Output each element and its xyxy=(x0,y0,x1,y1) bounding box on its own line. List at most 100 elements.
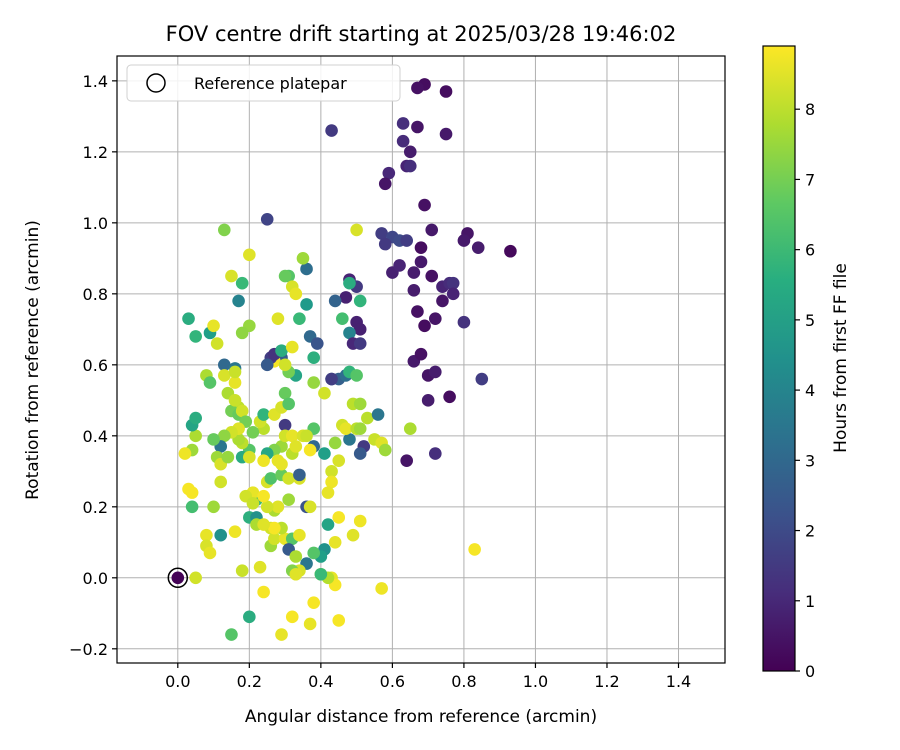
data-point xyxy=(189,411,202,425)
chart-title: FOV centre drift starting at 2025/03/28 … xyxy=(166,22,677,46)
x-axis: 0.0 0.2 0.4 0.6 0.8 1.0 1.2 1.4 xyxy=(165,663,691,691)
data-point xyxy=(207,319,220,333)
plot-frame xyxy=(116,55,726,664)
data-point xyxy=(282,472,295,485)
data-point xyxy=(339,422,353,436)
data-point xyxy=(339,291,353,304)
data-point xyxy=(200,528,213,542)
colorbar-tick-label: 3 xyxy=(805,451,815,470)
data-point xyxy=(396,117,410,130)
y-tick-label: 0.2 xyxy=(83,498,108,517)
data-point xyxy=(336,312,349,325)
data-point xyxy=(353,514,367,528)
data-point xyxy=(411,81,424,95)
data-point xyxy=(361,411,374,425)
data-point xyxy=(221,450,235,464)
data-point xyxy=(307,376,321,389)
data-point xyxy=(307,546,321,560)
data-point xyxy=(285,610,299,624)
data-point xyxy=(278,386,292,400)
data-point xyxy=(318,386,331,400)
colorbar-tick-label: 6 xyxy=(805,241,815,260)
data-point xyxy=(310,337,324,350)
data-point xyxy=(429,447,442,460)
data-point xyxy=(328,536,342,549)
data-point xyxy=(257,518,270,531)
data-point xyxy=(246,496,260,510)
data-point xyxy=(343,326,356,340)
data-point xyxy=(303,443,317,457)
data-point xyxy=(228,365,242,379)
data-point xyxy=(228,394,242,407)
y-tick-label: 0.0 xyxy=(83,569,108,588)
data-point xyxy=(457,234,471,247)
data-point xyxy=(378,443,392,457)
data-point xyxy=(278,269,292,283)
data-point xyxy=(475,372,489,386)
data-point xyxy=(235,326,249,340)
data-point xyxy=(217,223,231,237)
data-point xyxy=(375,582,388,595)
colorbar-tick-label: 5 xyxy=(805,311,815,330)
data-point xyxy=(371,408,385,421)
data-point xyxy=(225,628,238,641)
colorbar-gradient xyxy=(762,45,796,672)
x-tick-label: 0.8 xyxy=(451,672,476,691)
data-point xyxy=(407,266,421,279)
data-point xyxy=(353,294,367,308)
data-point xyxy=(446,276,460,290)
data-point xyxy=(285,340,299,354)
data-point xyxy=(504,244,517,258)
data-point xyxy=(217,358,231,372)
x-tick-label: 0.4 xyxy=(308,672,333,691)
data-point xyxy=(253,560,267,574)
data-point xyxy=(414,241,428,254)
data-point xyxy=(225,269,238,283)
data-point xyxy=(328,294,342,308)
data-point xyxy=(214,475,228,489)
data-point xyxy=(243,248,256,262)
data-point xyxy=(350,223,363,237)
colorbar-ticks: 0 1 2 3 4 5 6 7 8 xyxy=(795,100,815,681)
data-point xyxy=(400,234,413,247)
data-point xyxy=(217,429,231,443)
x-tick-label: 0.6 xyxy=(380,672,405,691)
data-point xyxy=(185,486,199,499)
y-tick-label: 0.8 xyxy=(83,285,108,304)
data-point xyxy=(171,571,185,585)
data-point xyxy=(278,418,292,432)
data-point xyxy=(257,408,270,421)
data-point xyxy=(439,127,453,141)
data-point xyxy=(375,227,388,240)
y-tick-label: −0.2 xyxy=(69,640,108,659)
data-point xyxy=(185,500,199,514)
data-point xyxy=(243,450,256,464)
data-point xyxy=(457,315,471,329)
data-point xyxy=(257,454,270,467)
colorbar-tick-label: 4 xyxy=(805,381,815,400)
data-point xyxy=(400,454,413,467)
data-point xyxy=(325,372,338,386)
data-point xyxy=(332,511,346,524)
y-tick-label: 0.6 xyxy=(83,356,108,375)
data-point xyxy=(275,628,288,641)
data-point xyxy=(393,259,406,272)
data-point xyxy=(403,145,417,159)
data-point xyxy=(468,543,481,556)
data-point xyxy=(353,447,367,460)
data-point xyxy=(203,376,217,389)
data-point xyxy=(260,212,274,226)
data-point xyxy=(207,500,220,514)
data-point xyxy=(271,312,285,325)
data-point xyxy=(353,422,367,436)
data-point xyxy=(260,500,274,514)
data-point xyxy=(429,312,442,325)
data-point xyxy=(303,500,317,514)
data-point xyxy=(264,472,278,485)
colorbar: 0 1 2 3 4 5 6 7 8 Hours from first FF file xyxy=(762,45,851,681)
data-point xyxy=(214,528,228,542)
data-point xyxy=(418,319,431,333)
x-axis-label: Angular distance from reference (arcmin) xyxy=(245,707,597,727)
y-axis: −0.2 0.0 0.2 0.4 0.6 0.8 1.0 1.2 1.4 xyxy=(69,72,117,659)
data-point xyxy=(228,376,242,389)
